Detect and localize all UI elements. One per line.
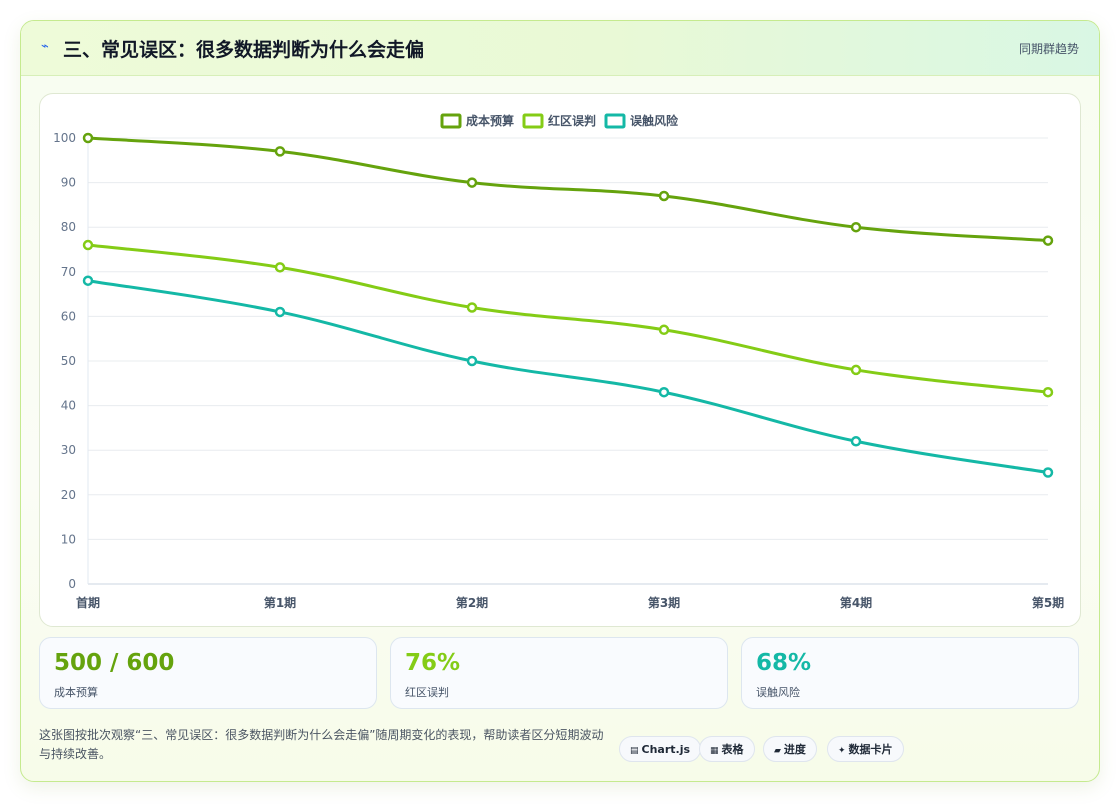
y-tick-label: 90 — [61, 176, 76, 190]
x-tick-label: 第4期 — [840, 595, 872, 610]
data-point — [1042, 235, 1054, 246]
y-tick-label: 20 — [61, 488, 76, 502]
cohort-trend-label: 同期群趋势 — [1018, 42, 1079, 56]
data-point — [658, 190, 670, 202]
table-icon: ▦ — [710, 746, 719, 756]
data-point — [274, 146, 286, 157]
data-point — [658, 324, 670, 336]
data-point — [82, 239, 94, 251]
tag-chartjs[interactable]: ▤ Chart.js — [619, 736, 702, 762]
data-point — [466, 355, 478, 367]
stat-value: 76% — [405, 650, 461, 676]
lightning-icon: ⌁ — [41, 39, 49, 54]
data-point — [466, 302, 478, 313]
data-point — [850, 221, 862, 233]
progress-icon: ▰ — [774, 746, 781, 756]
data-point — [274, 306, 286, 318]
y-tick-label: 10 — [61, 532, 76, 546]
series-line — [86, 279, 1050, 474]
chart-card: ⌁ 三、常见误区：很多数据判断为什么会走偏 同期群趋势 0 10 20 30 40 50 6… — [20, 20, 1100, 782]
legend-label: 误触风险 — [630, 113, 679, 128]
line-chart: 0 10 20 30 40 50 60 70 80 90 100 首期 第1期 第2期 第3期 第4期 第5期 成… — [53, 113, 1064, 610]
data-point — [82, 132, 94, 144]
stat-label: 红区误判 — [405, 686, 449, 699]
data-point — [1042, 386, 1054, 398]
data-point — [274, 262, 286, 273]
legend-label: 成本预算 — [466, 113, 514, 128]
data-point — [850, 364, 862, 376]
stat-value: 68% — [756, 650, 812, 676]
x-tick-label: 第2期 — [456, 595, 488, 610]
x-tick-label: 首期 — [76, 595, 100, 610]
stat-card-cost-budget: 500 / 600 成本预算 — [39, 637, 377, 709]
stat-card-mistouch-risk: 68% 误触风险 — [741, 637, 1079, 709]
stat-label: 成本预算 — [54, 686, 98, 699]
y-tick-label: 0 — [68, 577, 76, 591]
stat-label: 误触风险 — [756, 686, 800, 699]
tag-table[interactable]: ▦ 表格 — [699, 736, 755, 762]
legend-swatch — [604, 113, 626, 129]
tag-progress[interactable]: ▰ 进度 — [763, 736, 817, 762]
y-tick-label: 50 — [61, 354, 76, 368]
chart-description: 这张图按批次观察“三、常见误区：很多数据判断为什么会走偏”随周期变化的表现，帮助… — [39, 728, 604, 761]
data-point — [82, 275, 94, 286]
stat-cards: 500 / 600 成本预算 76% 红区误判 68% 误触风险 — [39, 637, 1081, 709]
sparkle-icon: ✦ — [838, 746, 846, 756]
stat-card-red-zone: 76% 红区误判 — [390, 637, 728, 709]
tag-data-card[interactable]: ✦ 数据卡片 — [827, 736, 904, 762]
y-tick-label: 100 — [53, 131, 76, 145]
series-line — [86, 136, 1050, 243]
chart-container: 0 10 20 30 40 50 60 70 80 90 100 首期 第1期 第2期 第3期 第4期 第5期 成… — [39, 93, 1081, 627]
x-tick-label: 第1期 — [264, 595, 296, 610]
series-line — [86, 243, 1050, 394]
y-tick-label: 30 — [61, 443, 76, 457]
data-point — [466, 177, 478, 188]
y-tick-label: 80 — [61, 220, 76, 234]
chart-icon: ▤ — [630, 746, 639, 756]
data-point — [658, 386, 670, 398]
stat-value: 500 / 600 — [54, 650, 175, 676]
card-title: 三、常见误区：很多数据判断为什么会走偏 — [63, 39, 425, 61]
x-tick-label: 第3期 — [648, 595, 680, 610]
legend-label: 红区误判 — [548, 113, 596, 128]
legend-swatch — [522, 113, 544, 129]
y-tick-label: 70 — [61, 265, 76, 279]
data-point — [1042, 467, 1054, 478]
x-tick-label: 第5期 — [1032, 595, 1064, 610]
legend-swatch — [440, 113, 462, 129]
data-point — [850, 436, 862, 447]
y-tick-label: 60 — [61, 309, 76, 323]
y-tick-label: 40 — [61, 399, 76, 413]
card-header: ⌁ 三、常见误区：很多数据判断为什么会走偏 同期群趋势 — [21, 21, 1099, 76]
